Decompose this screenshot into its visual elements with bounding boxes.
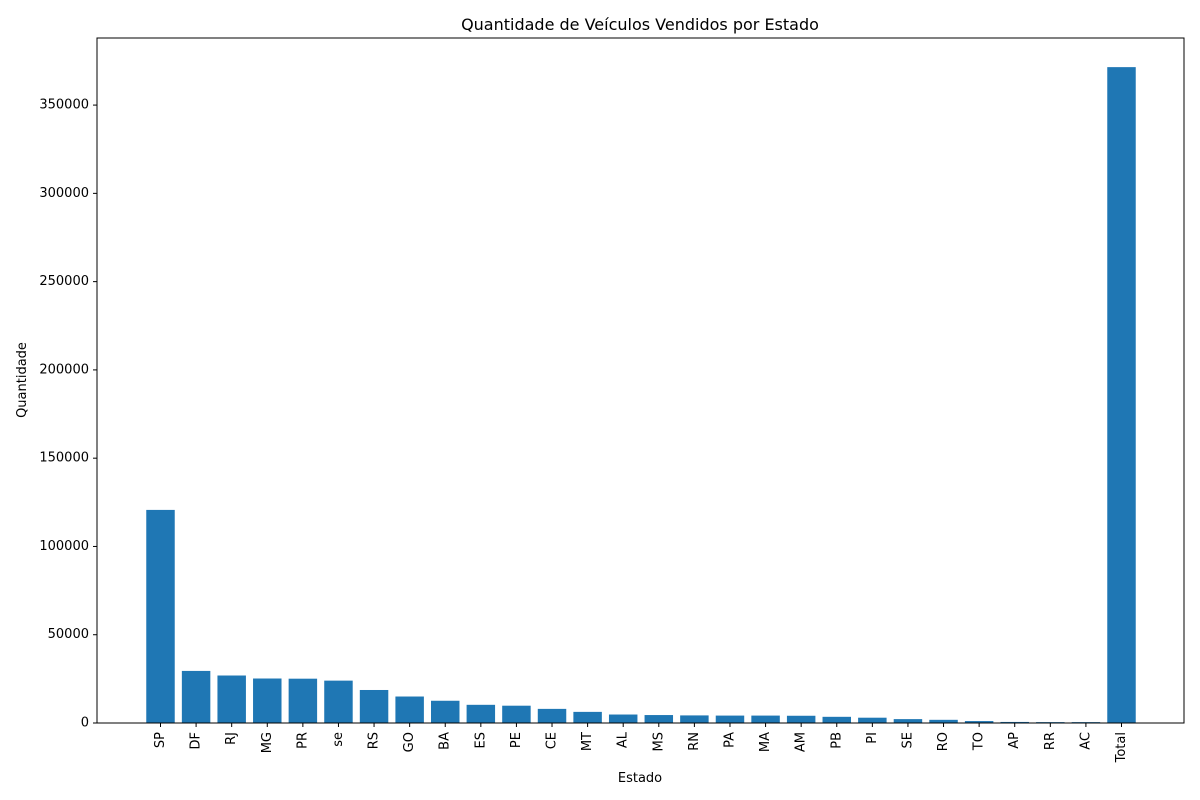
x-tick-label: DF bbox=[189, 732, 204, 750]
x-tick-label: RS bbox=[367, 732, 382, 749]
x-tick-label: MA bbox=[758, 732, 773, 752]
bar-se bbox=[893, 719, 923, 723]
bar-ma bbox=[751, 715, 780, 723]
x-tick-label: SP bbox=[153, 732, 168, 748]
x-tick-label: RN bbox=[687, 732, 702, 751]
bar-ba bbox=[431, 700, 460, 723]
y-tick-label: 150000 bbox=[39, 451, 89, 466]
x-tick-label: TO bbox=[972, 732, 987, 751]
x-axis-label: Estado bbox=[618, 771, 662, 786]
x-tick-label: RR bbox=[1043, 732, 1058, 750]
x-tick-label: MG bbox=[260, 732, 275, 753]
bar-pa bbox=[715, 715, 745, 723]
y-tick-label: 250000 bbox=[39, 274, 89, 289]
bar-rs bbox=[359, 689, 389, 723]
bar-se bbox=[324, 680, 353, 723]
x-tick-label: GO bbox=[402, 732, 417, 752]
x-tick-label: RO bbox=[936, 732, 951, 751]
x-tick-label: Total bbox=[1114, 732, 1129, 763]
x-tick-label: PB bbox=[829, 732, 844, 749]
y-tick-label: 200000 bbox=[39, 362, 89, 377]
bar-ms bbox=[644, 715, 674, 723]
y-tick-label: 100000 bbox=[39, 539, 89, 554]
x-tick-label: MS bbox=[651, 732, 666, 751]
y-tick-label: 50000 bbox=[48, 627, 89, 642]
bar-pr bbox=[288, 678, 318, 723]
x-tick-label: AL bbox=[616, 731, 631, 748]
y-tick-label: 0 bbox=[81, 716, 89, 731]
x-tick-label: SE bbox=[900, 732, 915, 748]
x-tick-label: MT bbox=[580, 732, 595, 751]
bar-mg bbox=[253, 678, 282, 723]
plot-frame bbox=[96, 37, 1185, 724]
bar-am bbox=[786, 715, 816, 723]
x-tick-label: CE bbox=[545, 732, 560, 749]
x-tick-label: AC bbox=[1078, 732, 1093, 750]
bar-total bbox=[1107, 67, 1136, 724]
y-axis-label: Quantidade bbox=[15, 342, 30, 418]
bar-rn bbox=[680, 715, 709, 723]
y-axis-ticks: 0 50000 100000 150000 200000 250000 300000 3500… bbox=[39, 98, 97, 731]
bar-pe bbox=[502, 705, 531, 723]
bar-ap bbox=[1000, 721, 1029, 723]
x-tick-label: PI bbox=[865, 732, 880, 744]
x-tick-label: AP bbox=[1007, 732, 1022, 749]
x-tick-label: AM bbox=[794, 732, 809, 752]
bar-es bbox=[466, 704, 496, 723]
x-tick-label: RJ bbox=[224, 732, 239, 745]
bar-al bbox=[608, 714, 638, 723]
bar-rj bbox=[217, 675, 246, 723]
bar-ro bbox=[929, 719, 958, 723]
bar-mt bbox=[573, 711, 602, 723]
x-tick-label: PR bbox=[295, 732, 310, 749]
x-tick-label: se bbox=[331, 732, 346, 747]
bar-pb bbox=[822, 716, 851, 723]
bar-ce bbox=[537, 708, 567, 723]
bar-sp bbox=[146, 509, 175, 723]
bar-to bbox=[964, 721, 994, 723]
x-tick-label: ES bbox=[473, 732, 488, 748]
x-tick-label: PE bbox=[509, 732, 524, 748]
y-tick-label: 300000 bbox=[39, 186, 89, 201]
x-axis-ticks: SP DF RJ MG PR se RS GO BA ES PE CE MT AL MS RN PA MA AM PB… bbox=[153, 723, 1129, 763]
x-tick-label: BA bbox=[438, 732, 453, 750]
bars-group bbox=[146, 67, 1136, 724]
bar-df bbox=[181, 670, 211, 723]
chart-title: Quantidade de Veículos Vendidos por Esta… bbox=[461, 15, 819, 34]
bar-pi bbox=[858, 717, 887, 723]
bar-go bbox=[395, 696, 424, 723]
x-tick-label: PA bbox=[722, 732, 737, 748]
y-tick-label: 350000 bbox=[39, 98, 89, 113]
